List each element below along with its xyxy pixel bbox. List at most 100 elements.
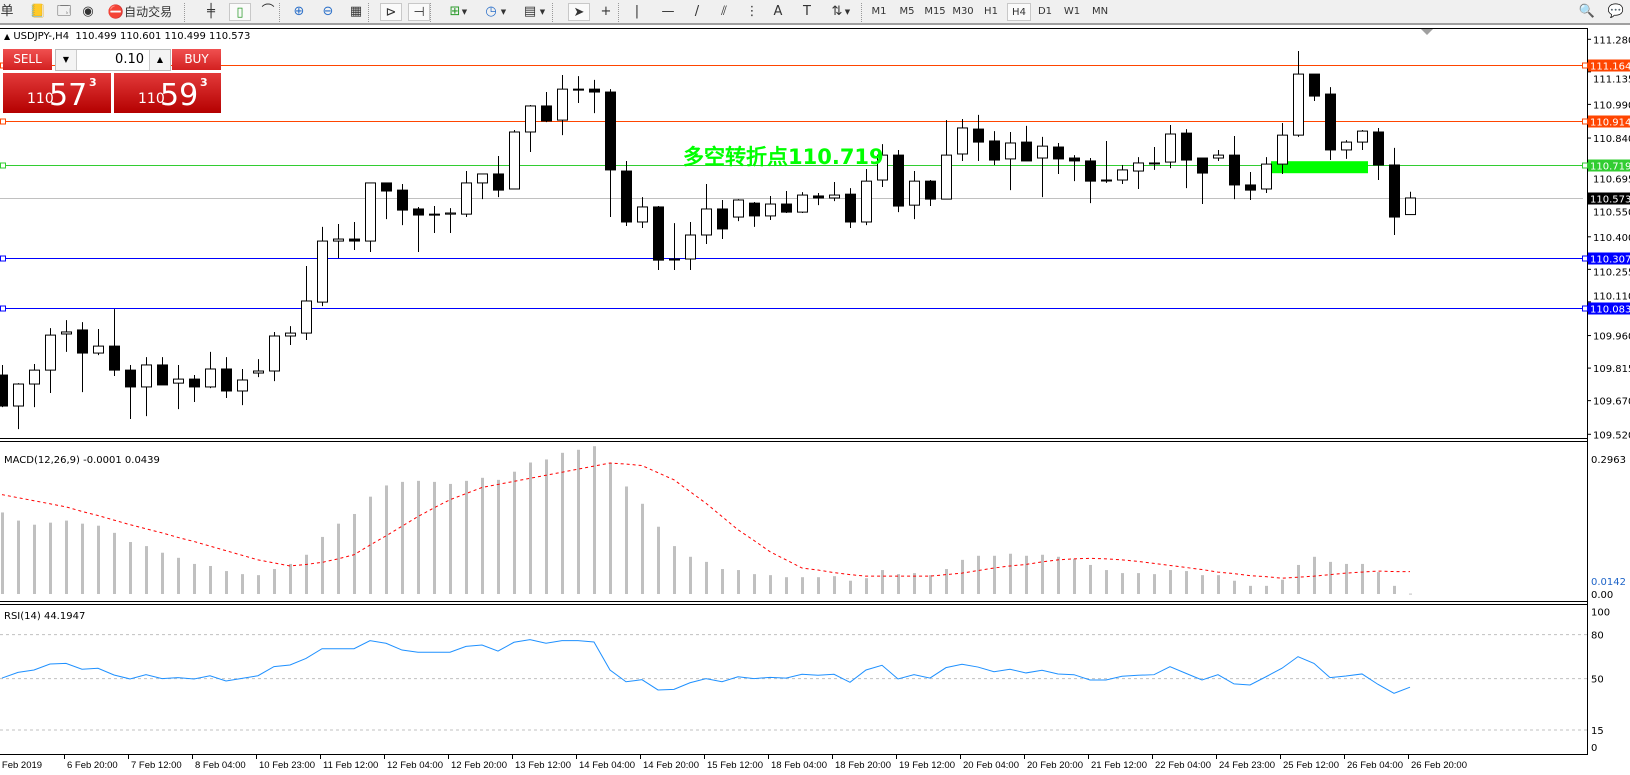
timeframe-mn[interactable]: MN [1091, 6, 1109, 17]
candle-bull [701, 208, 712, 236]
signal-icon[interactable]: ◉ [78, 3, 98, 21]
book-icon[interactable]: 📒 [28, 3, 48, 21]
text-icon[interactable]: A [769, 3, 787, 21]
candle-bull [1037, 145, 1048, 159]
periods-icon[interactable]: ◷ [480, 3, 502, 21]
level-price-label: 110.307 [1590, 255, 1630, 266]
trendline-icon: / [694, 4, 700, 19]
level-anchor-handle[interactable] [1582, 62, 1588, 69]
timeframe-d1[interactable]: D1 [1037, 6, 1053, 17]
timeframe-m5[interactable]: M5 [899, 6, 915, 17]
decrease-lot-icon[interactable]: ▼ [56, 50, 77, 70]
timeframe-w1[interactable]: W1 [1063, 6, 1081, 17]
arrows-dropdown-icon[interactable]: ▼ [844, 8, 851, 16]
autotrading-icon-button[interactable]: ⛔自动交易 [104, 3, 176, 21]
periods-dropdown-icon[interactable]: ▼ [500, 8, 507, 16]
candle-bear [1229, 154, 1240, 186]
search-icon[interactable]: 🔍 [1578, 4, 1596, 19]
new-chart-icon[interactable]: ⊞ [444, 3, 466, 21]
rsi-tick-label: 100 [1591, 607, 1610, 618]
auto-scroll-icon[interactable]: ⊳ [380, 3, 402, 21]
templates-dropdown-icon[interactable]: ▼ [539, 8, 546, 16]
one-click-trading-panel: SELL ▼ 0.10 ▲ BUY 110 57 3 110 59 3 [3, 49, 221, 113]
timeframe-h4[interactable]: H4 [1007, 3, 1031, 21]
pivot-highlight-zone[interactable] [1271, 161, 1368, 174]
candle-bull [1133, 162, 1144, 172]
level-anchor-handle[interactable] [0, 255, 6, 262]
collapse-triangle-icon[interactable]: ▲ [4, 32, 11, 41]
cursor-icon[interactable]: ➤ [568, 3, 590, 21]
level-anchor-handle[interactable] [1582, 255, 1588, 262]
chart-shift-marker-icon[interactable] [1421, 29, 1433, 35]
candle-bull [1405, 197, 1416, 216]
candle-bear [925, 180, 936, 200]
level-anchor-handle[interactable] [1582, 305, 1588, 312]
level-anchor-handle[interactable] [0, 162, 6, 169]
macd-histogram-bar [1009, 553, 1012, 594]
macd-histogram-bar [609, 463, 612, 594]
buy-button[interactable]: BUY [172, 49, 221, 71]
line-chart-icon[interactable]: ⌒ [257, 3, 279, 21]
candle-bear [813, 195, 824, 199]
chat-icon[interactable]: 💬 [1607, 4, 1625, 19]
zoom-in-icon[interactable]: ⊕ [288, 3, 310, 21]
candle-bull [1357, 130, 1368, 143]
lot-size-input[interactable]: ▼ 0.10 ▲ [55, 49, 171, 71]
menu-text-button[interactable]: 单 [0, 4, 14, 19]
line-chart-icon: ⌒ [261, 4, 275, 19]
macd-histogram-bar [49, 522, 52, 594]
macd-histogram-bar [241, 574, 244, 594]
tile-windows-icon[interactable]: ▦ [345, 3, 367, 21]
fibonacci-icon[interactable]: ⋮ [741, 3, 763, 21]
text-label-icon[interactable]: T [798, 3, 816, 21]
bar-chart-icon[interactable]: ╪ [200, 3, 222, 21]
macd-title: MACD(12,26,9) -0.0001 0.0439 [4, 455, 160, 466]
pivot-annotation-text[interactable]: 多空转折点110.719 [683, 145, 884, 169]
macd-histogram-bar [1377, 572, 1380, 594]
crosshair-icon[interactable]: + [595, 3, 617, 21]
candle-bull [477, 173, 488, 184]
candlestick-icon[interactable]: ▯ [229, 3, 251, 21]
macd-histogram-bar [1281, 579, 1284, 594]
signal-icon: ◉ [82, 4, 94, 19]
buy-price-button[interactable]: 110 59 3 [114, 73, 221, 113]
zoom-out-icon[interactable]: ⊖ [317, 3, 339, 21]
arrows-icon[interactable]: ⇅ [826, 3, 848, 21]
level-anchor-handle[interactable] [1582, 162, 1588, 169]
timeframe-h1[interactable]: H1 [984, 6, 998, 17]
equidistant-channel-icon[interactable]: ⫽ [713, 3, 735, 21]
trendline-icon[interactable]: / [686, 3, 708, 21]
timeframe-m15[interactable]: M15 [924, 6, 946, 17]
candle-bull [1261, 163, 1272, 190]
book-icon: 📒 [29, 4, 47, 19]
sell-price-pips: 57 [49, 78, 88, 113]
vertical-line-icon[interactable]: | [630, 3, 644, 21]
lot-size-value[interactable]: 0.10 [115, 52, 144, 67]
templates-icon[interactable]: ▤ [519, 3, 541, 21]
candle-bull [1149, 162, 1160, 165]
level-anchor-handle[interactable] [0, 305, 6, 312]
candle-bull [365, 182, 376, 242]
level-anchor-handle[interactable] [0, 118, 6, 125]
macd-histogram-bar [1153, 574, 1156, 594]
increase-lot-icon[interactable]: ▲ [149, 50, 170, 70]
candle-bear [749, 202, 760, 217]
macd-histogram-bar [913, 573, 916, 594]
macd-histogram-bar [1297, 564, 1300, 594]
macd-histogram-bar [417, 480, 420, 594]
chart-shift-icon[interactable]: ⊣ [408, 3, 430, 21]
candle-bear [653, 206, 664, 261]
timeframe-m1[interactable]: M1 [871, 6, 887, 17]
macd-histogram-bar [193, 563, 196, 594]
candle-bull [941, 154, 952, 200]
terminal-icon[interactable]: 🗔 [54, 3, 74, 21]
level-anchor-handle[interactable] [1582, 118, 1588, 125]
candle-bull [269, 335, 280, 372]
sell-price-button[interactable]: 110 57 3 [3, 73, 111, 113]
new-chart-dropdown-icon[interactable]: ▼ [461, 8, 468, 16]
candle-bear [1197, 157, 1208, 174]
horizontal-line-icon[interactable]: — [657, 3, 679, 21]
sell-button[interactable]: SELL [3, 49, 52, 71]
timeframe-m30[interactable]: M30 [952, 6, 974, 17]
